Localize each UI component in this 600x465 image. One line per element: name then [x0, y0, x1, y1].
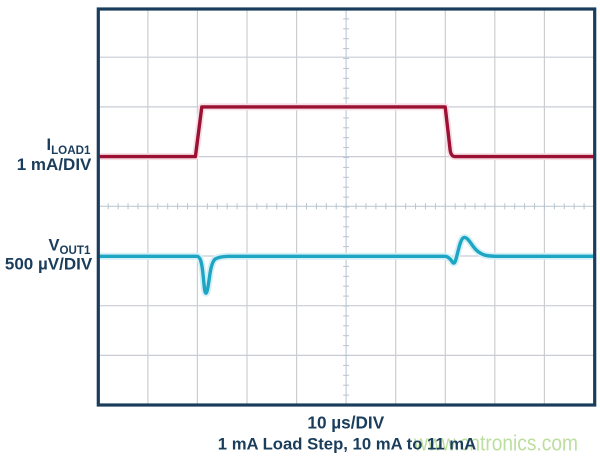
svg-text:www.cntronics.com: www.cntronics.com — [413, 430, 578, 455]
svg-text:10 µs/DIV: 10 µs/DIV — [307, 413, 384, 433]
svg-text:1 mA Load Step, 10 mA to 11 mA: 1 mA Load Step, 10 mA to 11 mA — [218, 435, 476, 454]
svg-text:1 mA/DIV: 1 mA/DIV — [17, 155, 92, 174]
svg-text:500 µV/DIV: 500 µV/DIV — [5, 255, 93, 274]
